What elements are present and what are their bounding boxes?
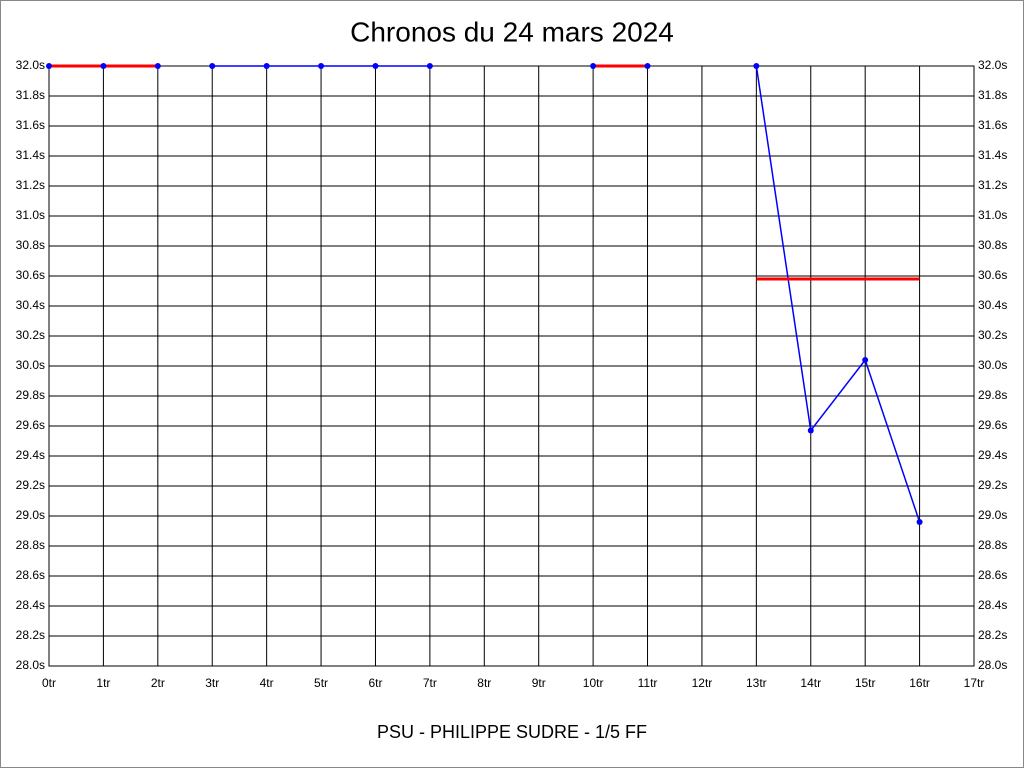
y2-tick-label: 31.8s [978, 88, 1007, 102]
x-tick-label: 0tr [42, 676, 56, 690]
y-tick-label: 31.2s [16, 178, 45, 192]
y2-tick-label: 30.2s [978, 328, 1007, 342]
y-tick-label: 28.2s [16, 628, 45, 642]
x-tick-label: 13tr [746, 676, 767, 690]
x-tick-label: 7tr [423, 676, 437, 690]
x-tick-label: 3tr [205, 676, 219, 690]
y2-tick-label: 28.4s [978, 598, 1007, 612]
y-tick-label: 32.0s [16, 58, 45, 72]
y2-tick-label: 31.0s [978, 208, 1007, 222]
y-tick-label: 30.4s [16, 298, 45, 312]
x-tick-label: 17tr [964, 676, 985, 690]
y2-tick-label: 31.2s [978, 178, 1007, 192]
x-tick-label: 5tr [314, 676, 328, 690]
point [644, 63, 651, 69]
chart-title: Chronos du 24 mars 2024 [350, 16, 674, 47]
y-tick-label: 31.4s [16, 148, 45, 162]
y2-tick-label: 28.0s [978, 658, 1007, 672]
y2-tick-label: 28.8s [978, 538, 1007, 552]
point [807, 427, 814, 434]
point [318, 63, 325, 69]
y2-tick-label: 29.6s [978, 418, 1007, 432]
x-tick-label: 2tr [151, 676, 165, 690]
y-tick-label: 28.0s [16, 658, 45, 672]
y2-tick-label: 29.4s [978, 448, 1007, 462]
point [426, 63, 433, 69]
y2-tick-label: 29.8s [978, 388, 1007, 402]
chart-subtitle: PSU - PHILIPPE SUDRE - 1/5 FF [377, 722, 647, 742]
y-tick-label: 29.2s [16, 478, 45, 492]
y-tick-label: 31.8s [16, 88, 45, 102]
point [372, 63, 379, 69]
y2-tick-label: 32.0s [978, 58, 1007, 72]
x-tick-label: 8tr [477, 676, 491, 690]
y-tick-label: 28.6s [16, 568, 45, 582]
y-tick-label: 30.6s [16, 268, 45, 282]
y2-tick-label: 31.6s [978, 118, 1007, 132]
y2-tick-label: 28.2s [978, 628, 1007, 642]
y2-tick-label: 30.8s [978, 238, 1007, 252]
point [590, 63, 597, 69]
series-line [755, 65, 921, 523]
y2-tick-label: 29.2s [978, 478, 1007, 492]
y-tick-label: 28.4s [16, 598, 45, 612]
point [916, 519, 923, 525]
x-tick-label: 12tr [692, 676, 713, 690]
y-tick-label: 31.6s [16, 118, 45, 132]
y-tick-label: 30.8s [16, 238, 45, 252]
x-tick-label: 16tr [909, 676, 930, 690]
y-tick-label: 30.2s [16, 328, 45, 342]
y-tick-label: 29.0s [16, 508, 45, 522]
x-tick-label: 9tr [532, 676, 546, 690]
y-tick-label: 29.4s [16, 448, 45, 462]
x-tick-label: 15tr [855, 676, 876, 690]
y2-tick-label: 29.0s [978, 508, 1007, 522]
y-tick-label: 29.6s [16, 418, 45, 432]
y-tick-label: 28.8s [16, 538, 45, 552]
x-tick-label: 14tr [800, 676, 821, 690]
y-tick-label: 31.0s [16, 208, 45, 222]
y2-tick-label: 30.4s [978, 298, 1007, 312]
x-tick-label: 4tr [260, 676, 274, 690]
point [753, 63, 760, 69]
point [263, 63, 270, 69]
point [100, 63, 107, 69]
x-tick-label: 1tr [96, 676, 110, 690]
point [209, 63, 216, 69]
x-tick-label: 11tr [638, 676, 658, 690]
point [46, 63, 52, 69]
x-tick-label: 10tr [583, 676, 604, 690]
point [154, 63, 161, 69]
y2-tick-label: 28.6s [978, 568, 1007, 582]
y2-tick-label: 31.4s [978, 148, 1007, 162]
y2-tick-label: 30.6s [978, 268, 1007, 282]
y-tick-label: 30.0s [16, 358, 45, 372]
point [862, 357, 869, 363]
y2-tick-label: 30.0s [978, 358, 1007, 372]
x-tick-label: 6tr [368, 676, 382, 690]
y-tick-label: 29.8s [16, 388, 45, 402]
